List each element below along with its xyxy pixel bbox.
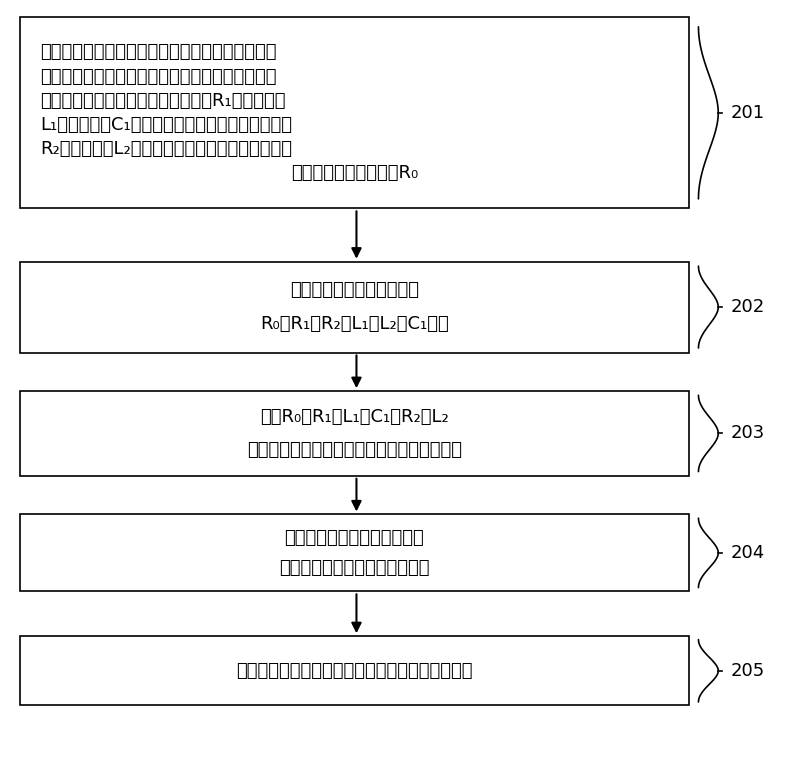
- Text: 将机网系统等效为通用性机网等值电路，通用性机: 将机网系统等效为通用性机网等值电路，通用性机: [40, 44, 277, 62]
- Bar: [20, 262, 689, 353]
- Text: 202: 202: [730, 298, 764, 316]
- Text: 根据R₀、R₁、L₁、C₁、R₂和L₂: 根据R₀、R₁、L₁、C₁、R₂和L₂: [260, 408, 449, 426]
- Bar: [20, 514, 689, 591]
- Text: 计算通用性机网等值电路中: 计算通用性机网等值电路中: [290, 280, 419, 299]
- Text: R₀、R₁、R₂、L₁、L₂和C₁的值: R₀、R₁、R₂、L₁、L₂和C₁的值: [260, 315, 449, 333]
- Text: R₂和第二电感L₂串联后的第二串联电路并联，并联: R₂和第二电感L₂串联后的第二串联电路并联，并联: [40, 140, 292, 158]
- Text: 根据电气阻尼和机械阻尼获取: 根据电气阻尼和机械阻尼获取: [285, 529, 424, 547]
- Text: 机，该第一电路具体包括：第一电阻R₁、第一电感: 机，该第一电路具体包括：第一电阻R₁、第一电感: [40, 92, 286, 110]
- Text: 205: 205: [730, 662, 764, 680]
- Bar: [20, 636, 689, 706]
- Text: 203: 203: [730, 425, 764, 442]
- Text: 201: 201: [730, 104, 764, 122]
- Text: 的值获得机网系统的电气阻尼的显式表达式；: 的值获得机网系统的电气阻尼的显式表达式；: [247, 441, 462, 459]
- Text: 机网系统的总阻尼的显式表达式: 机网系统的总阻尼的显式表达式: [279, 559, 430, 576]
- Text: 204: 204: [730, 544, 764, 562]
- Text: 网等值电路包括第一电路和连接该第一电路的发电: 网等值电路包括第一电路和连接该第一电路的发电: [40, 68, 277, 86]
- Text: 后的电路串联第三电阻R₀: 后的电路串联第三电阻R₀: [291, 164, 418, 182]
- Text: L₁和第一电容C₁串联后的第一串联电路与第二电阻: L₁和第一电容C₁串联后的第一串联电路与第二电阻: [40, 116, 292, 134]
- Bar: [20, 17, 689, 209]
- Text: 根据机网系统的总阻尼评估机网系统的次同步谐振: 根据机网系统的总阻尼评估机网系统的次同步谐振: [236, 662, 473, 680]
- Bar: [20, 391, 689, 476]
